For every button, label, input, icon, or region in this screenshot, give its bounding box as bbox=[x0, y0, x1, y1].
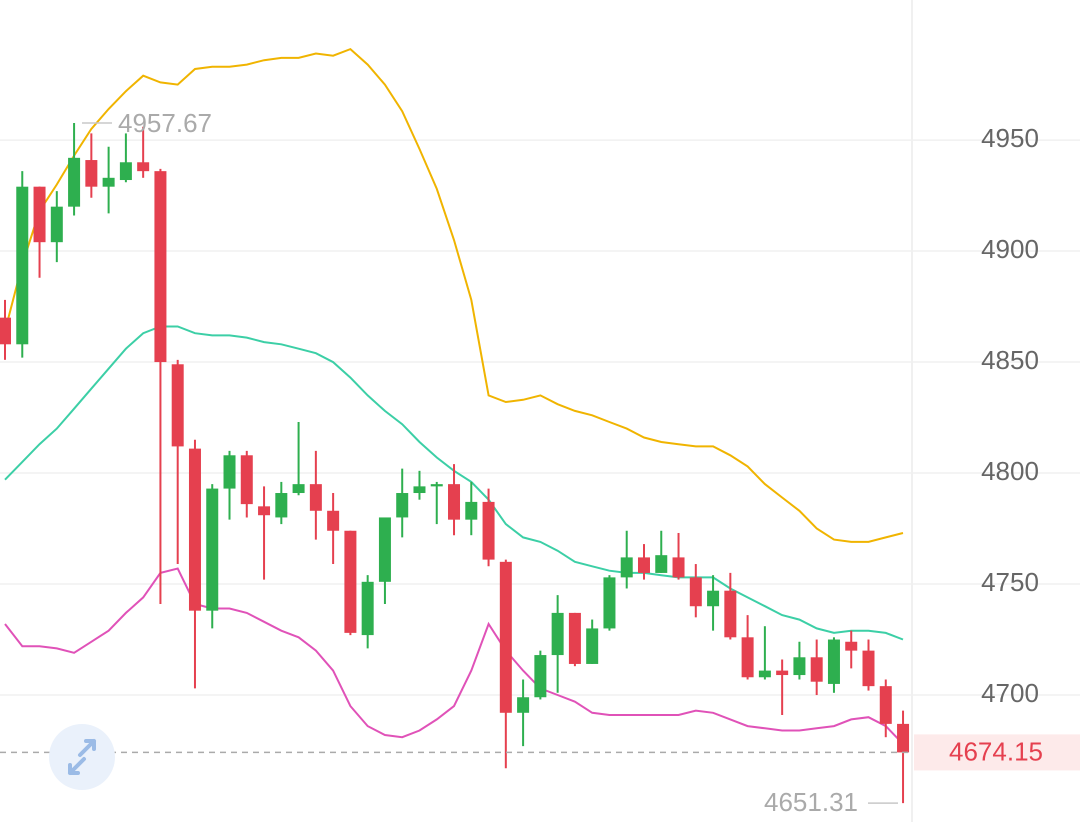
candle-body bbox=[758, 670, 771, 678]
candle-body bbox=[102, 177, 115, 187]
labels: 4700 4750 4800 4850 4900 4950 4957.67 4651.31 46… bbox=[0, 108, 1080, 817]
expand-icon[interactable] bbox=[68, 739, 96, 775]
candle-body bbox=[517, 697, 530, 713]
candle-body bbox=[845, 641, 858, 651]
candle-body bbox=[396, 493, 409, 518]
candle-body bbox=[206, 488, 219, 611]
candle-body bbox=[499, 561, 512, 713]
candle-body bbox=[707, 590, 720, 607]
candle-body bbox=[137, 162, 150, 172]
candle-body bbox=[551, 612, 564, 656]
candle-body bbox=[603, 577, 616, 629]
last-price-box bbox=[914, 734, 1080, 771]
candle-body bbox=[188, 448, 201, 611]
candle-body bbox=[672, 557, 685, 578]
y-tick-label: 4900 bbox=[981, 234, 1039, 264]
band-line bbox=[4, 567, 904, 745]
candle-body bbox=[586, 628, 599, 664]
last-price-label: 4674.15 bbox=[949, 736, 1043, 766]
candle-body bbox=[689, 577, 702, 607]
expand-button[interactable] bbox=[49, 724, 115, 790]
candle-body bbox=[344, 530, 357, 633]
candle-body bbox=[68, 157, 81, 207]
candle-body bbox=[430, 484, 443, 487]
candle-body bbox=[413, 486, 426, 494]
band-line bbox=[4, 47, 904, 543]
candle-body bbox=[292, 484, 305, 494]
candle-body bbox=[223, 455, 236, 489]
candle-body bbox=[258, 506, 271, 516]
candle-body bbox=[862, 650, 875, 687]
candles bbox=[0, 123, 910, 804]
candle-body bbox=[724, 590, 737, 638]
candle-body bbox=[275, 493, 288, 518]
candle-body bbox=[897, 723, 910, 753]
y-tick-label: 4750 bbox=[981, 567, 1039, 597]
candle-body bbox=[309, 484, 322, 511]
y-tick-label: 4700 bbox=[981, 678, 1039, 708]
candle-body bbox=[448, 484, 461, 520]
candle-body bbox=[50, 206, 63, 243]
candle-body bbox=[171, 364, 184, 447]
candle-body bbox=[378, 517, 391, 582]
candle-body bbox=[879, 686, 892, 724]
max-label: 4957.67 bbox=[118, 108, 212, 138]
candle-body bbox=[16, 186, 29, 345]
candle-body bbox=[361, 581, 374, 636]
candle-body bbox=[827, 639, 840, 684]
candle-body bbox=[465, 501, 478, 520]
y-tick-label: 4950 bbox=[981, 123, 1039, 153]
candle-body bbox=[655, 555, 668, 573]
candle-body bbox=[119, 162, 132, 181]
candle-body bbox=[810, 657, 823, 682]
y-tick-label: 4800 bbox=[981, 456, 1039, 486]
candle-body bbox=[0, 317, 11, 345]
candle-body bbox=[154, 171, 167, 363]
candle-body bbox=[793, 657, 806, 676]
candle-body bbox=[482, 501, 495, 560]
candle-body bbox=[776, 670, 789, 676]
candle-body bbox=[741, 637, 754, 678]
candle-body bbox=[637, 557, 650, 573]
y-tick-label: 4850 bbox=[981, 345, 1039, 375]
candle-body bbox=[85, 160, 98, 187]
expand-circle[interactable] bbox=[49, 724, 115, 790]
candle-body bbox=[33, 186, 46, 243]
min-label: 4651.31 bbox=[764, 787, 858, 817]
candle-body bbox=[240, 455, 253, 505]
candle-body bbox=[620, 557, 633, 578]
candle-body bbox=[534, 655, 547, 698]
candle-body bbox=[568, 612, 581, 664]
candle-body bbox=[327, 510, 340, 531]
